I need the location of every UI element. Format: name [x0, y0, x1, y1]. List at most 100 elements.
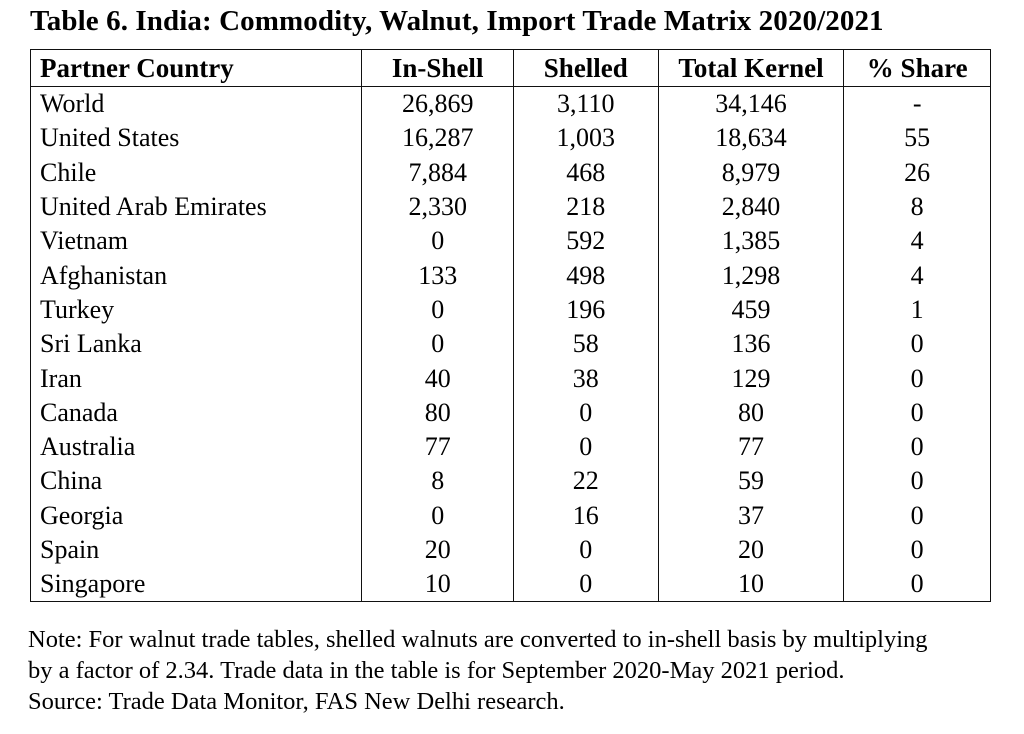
cell-total-kernel: 20 — [657, 532, 845, 568]
cell-total-kernel: 18,634 — [657, 121, 845, 156]
cell-in-shell: 133 — [361, 258, 514, 293]
cell-partner-country: Iran — [29, 361, 363, 396]
cell-total-kernel: 10 — [657, 567, 845, 603]
cell-total-kernel: 80 — [657, 395, 845, 430]
cell-shelled: 16 — [513, 498, 659, 533]
cell-partner-country: Canada — [29, 395, 363, 430]
cell-total-kernel: 1,385 — [657, 224, 845, 259]
cell-in-shell: 2,330 — [361, 189, 514, 225]
cell-total-kernel: 1,298 — [657, 258, 845, 293]
table-row: Iran 40 38 129 0 — [29, 361, 991, 396]
cell-partner-country: World — [29, 86, 363, 122]
cell-total-kernel: 77 — [657, 429, 845, 465]
cell-percent-share: 8 — [843, 189, 991, 225]
cell-percent-share: 26 — [843, 155, 991, 190]
cell-shelled: 1,003 — [513, 121, 659, 156]
cell-in-shell: 0 — [361, 327, 514, 362]
table-row: United States 16,287 1,003 18,634 55 — [29, 121, 991, 156]
cell-total-kernel: 136 — [657, 327, 845, 362]
table-row: Sri Lanka 0 58 136 0 — [29, 327, 991, 362]
cell-shelled: 58 — [513, 327, 659, 362]
cell-percent-share: 0 — [843, 429, 991, 465]
cell-shelled: 0 — [513, 532, 659, 568]
header-total-kernel: Total Kernel — [657, 49, 845, 87]
cell-in-shell: 16,287 — [361, 121, 514, 156]
cell-partner-country: Sri Lanka — [29, 327, 363, 362]
table-row: United Arab Emirates 2,330 218 2,840 8 — [29, 189, 991, 225]
table-row: Chile 7,884 468 8,979 26 — [29, 155, 991, 190]
cell-partner-country: Australia — [29, 429, 363, 465]
cell-shelled: 22 — [513, 464, 659, 499]
note-line-2: by a factor of 2.34. Trade data in the t… — [28, 657, 845, 684]
cell-percent-share: 0 — [843, 361, 991, 396]
table-row: Vietnam 0 592 1,385 4 — [29, 224, 991, 259]
cell-in-shell: 26,869 — [361, 86, 514, 122]
cell-percent-share: 1 — [843, 292, 991, 328]
cell-partner-country: United States — [29, 121, 363, 156]
header-in-shell: In-Shell — [361, 49, 514, 87]
table-row: China 8 22 59 0 — [29, 464, 991, 499]
trade-matrix-table: Partner Country In-Shell Shelled Total K… — [29, 49, 991, 603]
cell-percent-share: - — [843, 86, 991, 122]
cell-percent-share: 0 — [843, 395, 991, 430]
cell-in-shell: 80 — [361, 395, 514, 430]
cell-in-shell: 10 — [361, 567, 514, 603]
cell-in-shell: 40 — [361, 361, 514, 396]
cell-total-kernel: 37 — [657, 498, 845, 533]
cell-in-shell: 8 — [361, 464, 514, 499]
cell-shelled: 0 — [513, 429, 659, 465]
table-title: Table 6. India: Commodity, Walnut, Impor… — [30, 5, 884, 37]
table-note: Note: For walnut trade tables, shelled w… — [28, 624, 1024, 717]
cell-percent-share: 0 — [843, 327, 991, 362]
cell-in-shell: 77 — [361, 429, 514, 465]
cell-percent-share: 0 — [843, 532, 991, 568]
cell-percent-share: 0 — [843, 567, 991, 603]
cell-total-kernel: 129 — [657, 361, 845, 396]
table-row: Canada 80 0 80 0 — [29, 395, 991, 430]
table-row: Spain 20 0 20 0 — [29, 532, 991, 568]
table-row: Afghanistan 133 498 1,298 4 — [29, 258, 991, 293]
cell-in-shell: 20 — [361, 532, 514, 568]
cell-partner-country: Afghanistan — [29, 258, 363, 293]
table-row: Turkey 0 196 459 1 — [29, 292, 991, 328]
cell-shelled: 218 — [513, 189, 659, 225]
cell-percent-share: 4 — [843, 224, 991, 259]
table-row: World 26,869 3,110 34,146- — [29, 86, 991, 122]
cell-partner-country: Turkey — [29, 292, 363, 328]
cell-percent-share: 0 — [843, 498, 991, 533]
cell-shelled: 468 — [513, 155, 659, 190]
cell-shelled: 3,110 — [513, 86, 659, 122]
table-header-row: Partner Country In-Shell Shelled Total K… — [29, 49, 991, 87]
cell-in-shell: 7,884 — [361, 155, 514, 190]
cell-in-shell: 0 — [361, 292, 514, 328]
cell-partner-country: Spain — [29, 532, 363, 568]
cell-shelled: 38 — [513, 361, 659, 396]
cell-total-kernel: 59 — [657, 464, 845, 499]
cell-shelled: 0 — [513, 395, 659, 430]
header-percent-share: % Share — [843, 49, 991, 87]
table-body: World 26,869 3,110 34,146- United States 16,2… — [29, 86, 991, 603]
cell-partner-country: Vietnam — [29, 224, 363, 259]
cell-shelled: 592 — [513, 224, 659, 259]
cell-percent-share: 0 — [843, 464, 991, 499]
cell-partner-country: United Arab Emirates — [29, 189, 363, 225]
cell-partner-country: Georgia — [29, 498, 363, 533]
cell-percent-share: 55 — [843, 121, 991, 156]
cell-shelled: 0 — [513, 567, 659, 603]
cell-in-shell: 0 — [361, 498, 514, 533]
cell-shelled: 498 — [513, 258, 659, 293]
cell-percent-share: 4 — [843, 258, 991, 293]
cell-total-kernel: 459 — [657, 292, 845, 328]
table-row: Georgia 0 16 37 0 — [29, 498, 991, 533]
cell-partner-country: Chile — [29, 155, 363, 190]
cell-total-kernel: 8,979 — [657, 155, 845, 190]
cell-total-kernel: 34,146 — [657, 86, 845, 122]
cell-shelled: 196 — [513, 292, 659, 328]
header-partner-country: Partner Country — [29, 49, 363, 87]
source-line: Source: Trade Data Monitor, FAS New Delh… — [28, 688, 565, 715]
cell-partner-country: Singapore — [29, 567, 363, 603]
cell-in-shell: 0 — [361, 224, 514, 259]
header-shelled: Shelled — [513, 49, 659, 87]
table-row: Australia 77 0 77 0 — [29, 429, 991, 465]
table-row: Singapore 10 0 10 0 — [29, 567, 991, 603]
